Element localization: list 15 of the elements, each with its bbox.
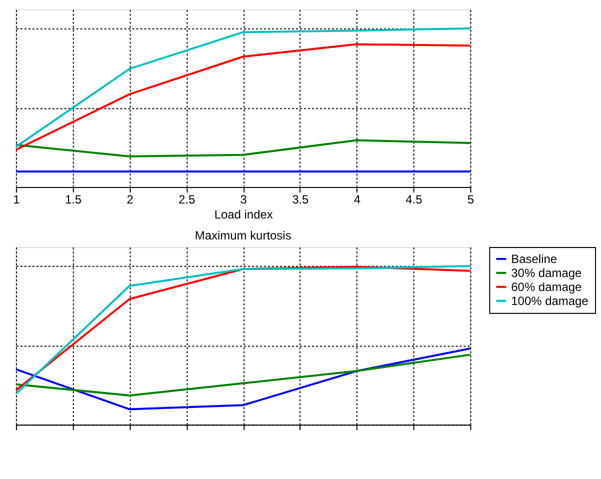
x-axis-title: Load index [214, 208, 273, 222]
x-tick-label: 3 [240, 192, 248, 207]
x-tick-label: 1.5 [64, 192, 82, 207]
x-tick-label: 5 [467, 192, 474, 207]
x-tick-label: 2 [126, 192, 134, 207]
legend-label: 30% damage [511, 266, 582, 280]
x-tick-label: 4 [354, 192, 361, 207]
x-tick-label: 1 [13, 192, 20, 207]
legend-label: 60% damage [511, 280, 582, 294]
x-tick-label: 4.5 [406, 192, 423, 207]
chart-title: Maximum kurtosis [194, 228, 292, 242]
legend-label: 100% damage [511, 294, 589, 308]
x-tick-label: 2.5 [178, 192, 196, 207]
x-tick-label: 3.5 [292, 192, 310, 207]
legend-label: Baseline [511, 252, 558, 266]
